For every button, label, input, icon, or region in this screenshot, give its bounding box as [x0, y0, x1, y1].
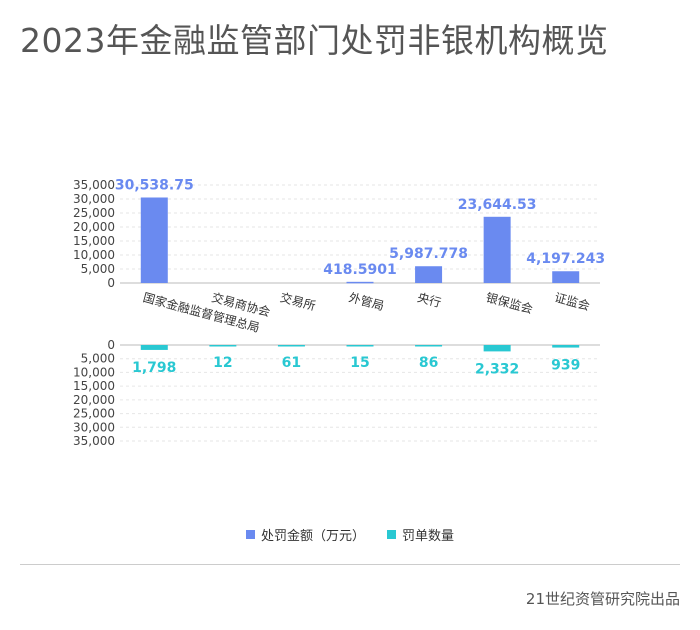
- legend-label-count: 罚单数量: [402, 529, 455, 544]
- legend-swatch-count: [387, 530, 396, 539]
- count-bar: [209, 345, 237, 347]
- amount-label: 30,538.75: [115, 177, 194, 193]
- y-tick-label: 35,000: [73, 178, 115, 192]
- amount-label: 418.5901: [323, 262, 397, 278]
- count-bar: [483, 345, 511, 352]
- y-tick-label: 5,000: [81, 352, 115, 366]
- amount-bar: [552, 271, 580, 283]
- amount-bar: [346, 281, 374, 284]
- amount-label: 23,644.53: [458, 197, 537, 213]
- category-label: 证监会: [553, 290, 591, 313]
- legend-label-amount: 处罚金额（万元）: [260, 529, 365, 544]
- legend-swatch-amount: [245, 530, 255, 539]
- count-label: 1,798: [132, 360, 176, 376]
- amount-bar: [483, 216, 511, 283]
- category-label: 交易所: [279, 289, 318, 313]
- count-label: 86: [419, 355, 438, 371]
- y-tick-label: 30,000: [73, 192, 115, 206]
- category-label: 央行: [416, 290, 443, 310]
- y-tick-label: 15,000: [73, 379, 115, 393]
- count-label: 15: [350, 355, 369, 371]
- count-bar: [346, 345, 374, 347]
- count-bar: [140, 345, 168, 350]
- amount-label: 5,987.778: [389, 246, 468, 262]
- y-tick-label: 25,000: [73, 206, 115, 220]
- count-label: 939: [551, 358, 580, 374]
- count-bar: [277, 345, 305, 347]
- y-tick-label: 0: [107, 338, 115, 352]
- y-tick-label: 0: [107, 276, 115, 290]
- y-tick-label: 5,000: [81, 262, 115, 276]
- y-tick-label: 10,000: [73, 248, 115, 262]
- y-tick-label: 25,000: [73, 407, 115, 421]
- y-tick-label: 15,000: [73, 234, 115, 248]
- y-tick-label: 10,000: [73, 365, 115, 379]
- y-tick-label: 35,000: [73, 434, 115, 448]
- source-credit: 21世纪资管研究院出品: [525, 590, 680, 608]
- category-label: 外管局: [347, 289, 386, 313]
- legend-item-count[interactable]: 罚单数量: [387, 525, 454, 544]
- amount-panel: 05,00010,00015,00020,00025,00030,00035,0…: [73, 177, 605, 334]
- count-label: 12: [213, 355, 232, 371]
- count-panel: 05,00010,00015,00020,00025,00030,00035,0…: [73, 338, 600, 448]
- category-label: 银保监会: [484, 290, 534, 316]
- footer-divider: [20, 564, 680, 565]
- count-bar: [552, 345, 580, 348]
- amount-bar: [140, 197, 168, 283]
- count-bar: [415, 345, 443, 347]
- legend: 处罚金额（万元） 罚单数量: [0, 525, 700, 544]
- count-label: 2,332: [475, 361, 519, 377]
- amount-label: 4,197.243: [526, 251, 605, 267]
- y-tick-label: 30,000: [73, 420, 115, 434]
- y-tick-label: 20,000: [73, 393, 115, 407]
- y-tick-label: 20,000: [73, 220, 115, 234]
- amount-bar: [415, 266, 443, 283]
- page-title: 2023年金融监管部门处罚非银机构概览: [20, 21, 609, 60]
- count-label: 61: [282, 355, 301, 371]
- legend-item-amount[interactable]: 处罚金额（万元）: [245, 525, 365, 544]
